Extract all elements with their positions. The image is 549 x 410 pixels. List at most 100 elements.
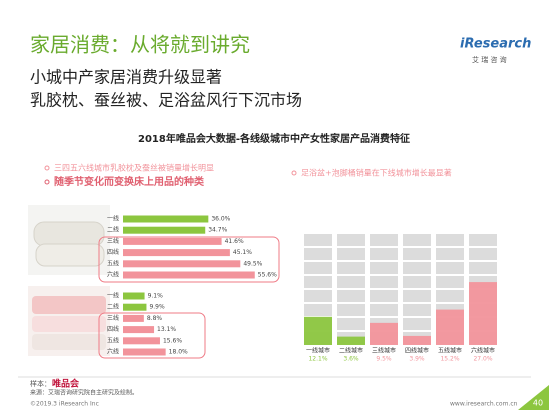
value-label: 3.9%: [409, 356, 425, 363]
highlight-bracket: [98, 236, 280, 283]
logo: iResearch: [460, 37, 531, 52]
highlight-bracket: [98, 312, 206, 359]
tile-cell: [469, 248, 497, 260]
page-corner: [518, 385, 549, 410]
value-label: 18.0%: [169, 349, 188, 356]
tile-cell: [436, 290, 464, 302]
tile-cell: [403, 304, 431, 316]
bar: [123, 337, 160, 345]
category-label: 一线城市: [306, 347, 330, 355]
bar: [123, 237, 222, 245]
tile-cell: [337, 262, 365, 274]
tile-cell: [403, 262, 431, 274]
category-label: 三线: [107, 237, 119, 245]
tile-cell: [403, 276, 431, 288]
value-label: 12.1%: [308, 356, 327, 363]
category-label: 一线: [107, 215, 119, 223]
tile-cell: [370, 276, 398, 288]
category-label: 二线: [107, 226, 119, 234]
tile-cell: [370, 262, 398, 274]
bar: [304, 316, 332, 345]
note: 随季节变化而变换床上用品的种类: [54, 175, 204, 188]
category-label: 六线: [107, 348, 119, 356]
website: www.iresearch.com.cn: [450, 401, 518, 408]
tile-cell: [337, 304, 365, 316]
tile-cell: [304, 290, 332, 302]
value-label: 13.1%: [157, 326, 176, 333]
chart-title: 2018年唯品会大数据-各线级城市中产女性家居产品消费特征: [138, 132, 410, 145]
tile-cell: [304, 304, 332, 316]
bar: [370, 322, 398, 345]
bar: [123, 303, 147, 311]
tile-cell: [304, 248, 332, 260]
tile-cell: [337, 248, 365, 260]
category-label: 二线: [107, 303, 119, 311]
category-label: 三线: [107, 314, 119, 322]
category-label: 四线: [107, 248, 119, 256]
bar: [469, 282, 497, 345]
note: 足浴盆+泡脚桶销量在下线城市增长最显著: [301, 168, 452, 178]
tile-cell: [469, 262, 497, 274]
logo-tagline: 艾 瑞 咨 询: [472, 55, 507, 64]
value-label: 45.1%: [233, 249, 252, 256]
value-label: 49.5%: [243, 260, 262, 267]
source: 来源：艾瑞咨询研究院自主研究及绘制。: [30, 389, 138, 397]
bar: [123, 215, 209, 223]
category-label: 六线城市: [471, 347, 495, 355]
subtitle: 乳胶枕、蚕丝被、足浴盆风行下沉市场: [30, 91, 302, 110]
value-label: 15.6%: [163, 337, 182, 344]
category-label: 四线: [107, 325, 119, 333]
value-label: 15.2%: [440, 356, 459, 363]
slide-title: 家居消费：从将就到讲究: [30, 33, 250, 57]
tile-cell: [403, 248, 431, 260]
bar: [403, 335, 431, 345]
sample-label: 样本：: [30, 379, 51, 388]
bar: [123, 292, 145, 300]
bar: [123, 226, 206, 234]
value-label: 36.0%: [211, 216, 230, 223]
category-label: 六线: [107, 271, 119, 279]
bullet: [44, 165, 50, 171]
category-label: 五线: [107, 259, 119, 267]
tile-cell: [436, 234, 464, 246]
sample-value: 唯品会: [52, 378, 80, 390]
value-label: 41.6%: [225, 238, 244, 245]
tile-cell: [403, 234, 431, 246]
tile-cell: [304, 234, 332, 246]
note: 三四五六线城市乳胶枕及蚕丝被销量增长明显: [54, 163, 214, 173]
category-label: 二线城市: [339, 347, 363, 355]
value-label: 3.6%: [343, 356, 359, 363]
value-label: 55.6%: [258, 272, 277, 279]
value-label: 8.8%: [147, 315, 163, 322]
category-label: 五线城市: [438, 347, 462, 355]
tile-cell: [370, 234, 398, 246]
subtitle: 小城中产家居消费升级显著: [30, 68, 222, 87]
tile-cell: [304, 262, 332, 274]
bar: [123, 249, 230, 257]
bullet: [291, 170, 297, 176]
tile-cell: [304, 276, 332, 288]
pillow-image: [28, 205, 110, 275]
category-label: 五线: [107, 336, 119, 344]
bullet: [44, 179, 50, 185]
bar: [123, 326, 155, 334]
tile-cell: [337, 276, 365, 288]
bar: [337, 336, 365, 345]
tile-cell: [370, 290, 398, 302]
value-label: 9.9%: [149, 304, 165, 311]
bar: [436, 309, 464, 345]
value-label: 34.7%: [208, 227, 227, 234]
value-label: 27.0%: [473, 356, 492, 363]
tile-cell: [436, 262, 464, 274]
tile-cell: [370, 248, 398, 260]
tile-cell: [436, 248, 464, 260]
category-label: 三线城市: [372, 347, 396, 355]
tile-cell: [469, 234, 497, 246]
tile-cell: [370, 304, 398, 316]
tile-cell: [436, 276, 464, 288]
category-label: 四线城市: [405, 347, 429, 355]
tile-cell: [403, 318, 431, 330]
bar: [123, 260, 241, 268]
value-label: 9.1%: [148, 293, 164, 300]
